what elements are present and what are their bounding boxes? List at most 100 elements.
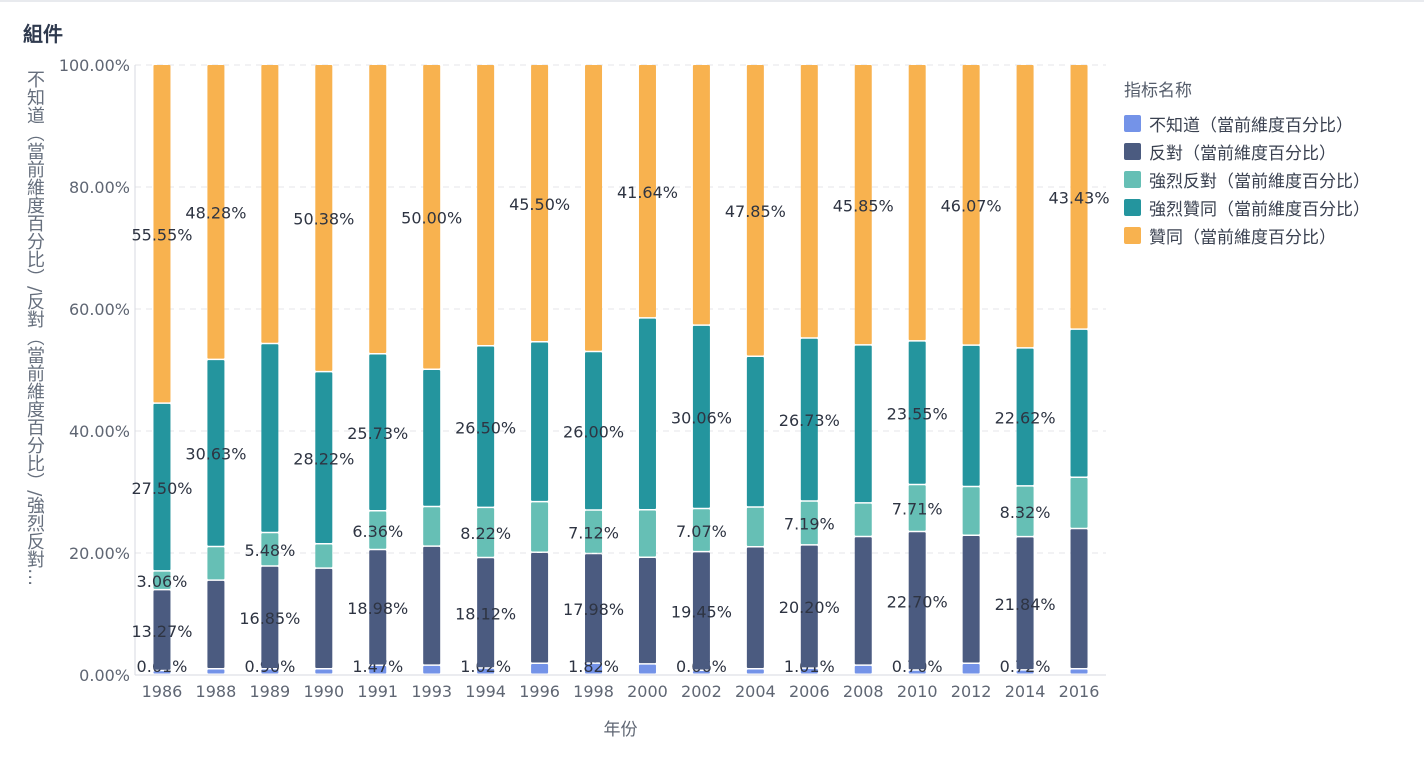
bar-segment <box>477 346 495 507</box>
bar-segment <box>638 664 656 674</box>
data-label: 25.73% <box>347 424 408 443</box>
bar-segment <box>153 671 171 674</box>
legend: 指标名称 不知道（當前維度百分比） 反對（當前維度百分比） 強烈反對（當前維度百分比… <box>1124 76 1370 249</box>
bar-segment <box>531 502 549 552</box>
legend-item[interactable]: 強烈反對（當前維度百分比） <box>1124 165 1370 193</box>
data-label: 1.82% <box>568 657 619 676</box>
bar-segment <box>261 65 279 343</box>
data-label: 30.63% <box>185 445 246 464</box>
bar-segment <box>746 65 764 356</box>
bar-segment <box>692 509 710 551</box>
x-tick-label: 2002 <box>681 682 722 701</box>
data-label: 48.28% <box>185 204 246 223</box>
bar-segment <box>908 670 926 674</box>
bar-segment <box>1070 669 1088 674</box>
bar-segment <box>369 65 387 354</box>
bar-segment <box>1070 329 1088 477</box>
bar-segment <box>962 664 980 674</box>
y-tick-label: 40.00% <box>69 422 130 441</box>
x-tick-label: 1990 <box>303 682 344 701</box>
bar-segment <box>261 344 279 532</box>
bar-segment <box>854 345 872 503</box>
bar-segment <box>585 65 603 351</box>
data-label: 55.55% <box>131 225 192 244</box>
legend-label: 強烈贊同（當前維度百分比） <box>1149 199 1370 220</box>
x-tick-label: 1996 <box>519 682 560 701</box>
data-label: 3.06% <box>137 572 188 591</box>
x-tick-label: 1989 <box>250 682 291 701</box>
legend-swatch <box>1124 170 1141 188</box>
bar-segment <box>746 507 764 546</box>
x-tick-label: 2004 <box>735 682 776 701</box>
bar-segment <box>962 536 980 663</box>
bar-segment <box>800 545 818 668</box>
bar-segment <box>153 571 171 589</box>
bar-segment <box>207 65 225 359</box>
bar-segment <box>477 508 495 557</box>
bar-segment <box>1016 348 1034 486</box>
data-label: 23.55% <box>887 404 948 423</box>
bar-segment <box>800 338 818 501</box>
bar-segment <box>962 65 980 345</box>
data-label: 46.07% <box>941 196 1002 215</box>
bar-segment <box>1070 529 1088 669</box>
x-tick-label: 2000 <box>627 682 668 701</box>
legend-item[interactable]: 贊同（當前維度百分比） <box>1124 221 1370 249</box>
bar-segment <box>153 65 171 403</box>
bar-segment <box>423 507 441 546</box>
data-label: 8.32% <box>1000 503 1051 522</box>
data-label: 50.38% <box>293 210 354 229</box>
data-label: 45.50% <box>509 195 570 214</box>
bar-segment <box>908 341 926 484</box>
legend-item[interactable]: 強烈贊同（當前維度百分比） <box>1124 193 1370 221</box>
x-tick-label: 2006 <box>789 682 830 701</box>
bar-segment <box>315 372 333 543</box>
x-tick-label: 1993 <box>411 682 452 701</box>
bar-segment <box>638 318 656 510</box>
x-tick-label: 2016 <box>1059 682 1100 701</box>
bar-segment <box>800 668 818 674</box>
data-label: 30.06% <box>671 409 732 428</box>
bar-segment <box>908 485 926 531</box>
bar-segment <box>153 403 171 571</box>
data-label: 50.00% <box>401 209 462 228</box>
data-label: 8.22% <box>460 524 511 543</box>
legend-item[interactable]: 不知道（當前維度百分比） <box>1124 109 1370 137</box>
x-tick-label: 1986 <box>142 682 183 701</box>
bar-segment <box>261 533 279 566</box>
bar-segment <box>962 487 980 535</box>
bar-segment <box>585 663 603 674</box>
data-label: 45.85% <box>833 196 894 215</box>
bar-segment <box>531 342 549 501</box>
top-divider <box>0 0 1424 2</box>
data-label: 47.85% <box>725 202 786 221</box>
data-label: 19.45% <box>671 603 732 622</box>
bar-segment <box>854 65 872 345</box>
panel-title: 組件 <box>23 22 63 46</box>
bar-segment <box>746 357 764 507</box>
legend-item[interactable]: 反對（當前維度百分比） <box>1124 137 1370 165</box>
data-label: 5.48% <box>244 541 295 560</box>
x-tick-label: 2014 <box>1005 682 1046 701</box>
bar-segment <box>908 65 926 341</box>
bar-segment <box>746 669 764 674</box>
legend-swatch <box>1124 226 1141 244</box>
bar-segment <box>1070 478 1088 528</box>
bar-segment <box>261 566 279 669</box>
data-label: 18.12% <box>455 605 516 624</box>
legend-label: 贊同（當前維度百分比） <box>1149 227 1336 248</box>
bar-segment <box>746 547 764 669</box>
y-tick-label: 100.00% <box>59 56 130 75</box>
y-axis-title: 不知道（當前維度百分比）/反對（當前維度百分比）/強烈反對… <box>24 70 44 587</box>
stacked-bar-chart: 0.00%20.00%40.00%60.00%80.00%100.00%0.61… <box>59 56 1110 740</box>
bar-segment <box>692 552 710 670</box>
data-label: 43.43% <box>1049 188 1110 207</box>
bar-segment <box>854 503 872 536</box>
bar-segment <box>369 511 387 549</box>
bar-segment <box>207 580 225 668</box>
x-tick-label: 2008 <box>843 682 884 701</box>
bar-segment <box>854 537 872 665</box>
bar-segment <box>423 665 441 674</box>
data-label: 7.19% <box>784 515 835 534</box>
legend-items: 不知道（當前維度百分比） 反對（當前維度百分比） 強烈反對（當前維度百分比） 強烈贊同… <box>1124 109 1370 249</box>
